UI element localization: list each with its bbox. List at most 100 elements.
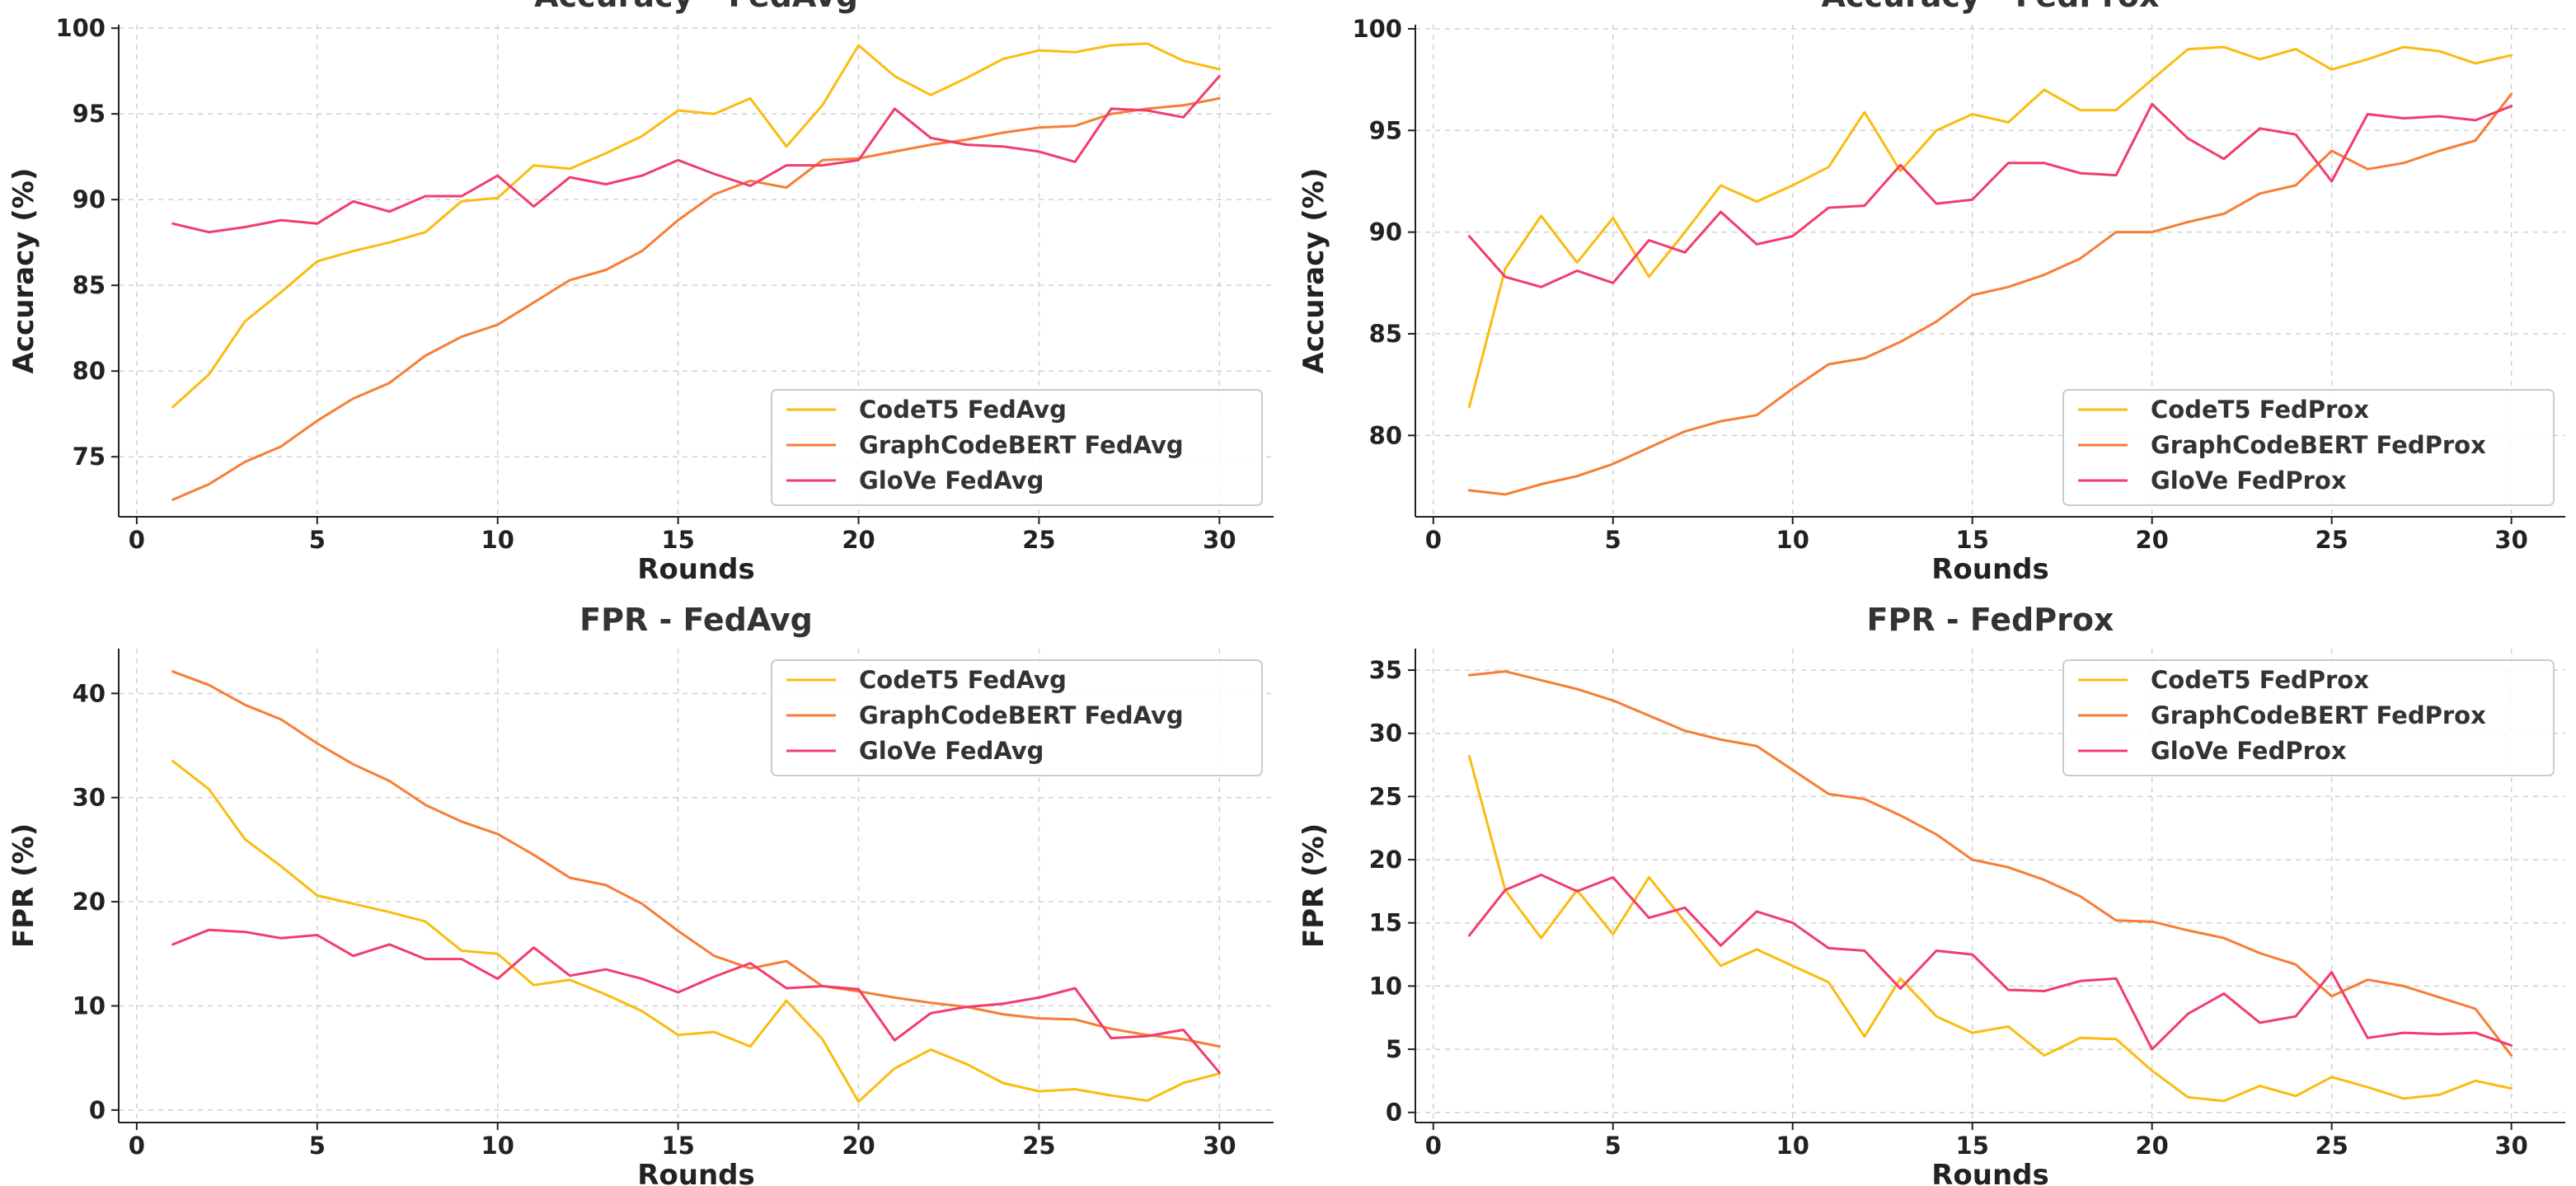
legend-label: GraphCodeBERT FedAvg — [859, 431, 1184, 459]
legend-label: GraphCodeBERT FedProx — [2151, 431, 2486, 459]
x-tick-label: 0 — [129, 526, 145, 554]
legend: CodeT5 FedProx GraphCodeBERT FedProx GloVe… — [2062, 389, 2555, 506]
x-tick-label: 20 — [842, 1132, 875, 1160]
x-tick-label: 25 — [2315, 526, 2348, 554]
y-tick-label: 20 — [1369, 846, 1402, 874]
x-tick-label: 5 — [309, 526, 326, 554]
y-tick-label: 80 — [73, 357, 106, 385]
x-tick-label: 5 — [1605, 1132, 1621, 1160]
chart-2: Accuracy - FedProx 0 5 10 15 20 25 30 80 85 90 95 10… — [1297, 0, 2565, 586]
x-tick-label: 25 — [2315, 1132, 2348, 1160]
x-tick-label: 30 — [2494, 1132, 2527, 1160]
chart-title: Accuracy - FedAvg — [534, 0, 858, 14]
x-tick-label: 30 — [1203, 526, 1236, 554]
x-tick-label: 15 — [661, 526, 694, 554]
y-tick-label: 75 — [73, 443, 106, 471]
grid — [119, 649, 1274, 1123]
y-tick-label: 0 — [1386, 1099, 1402, 1127]
x-tick-label: 15 — [1956, 526, 1989, 554]
x-tick-label: 10 — [481, 526, 514, 554]
legend-label: GraphCodeBERT FedAvg — [859, 701, 1184, 729]
x-tick-label: 20 — [2135, 526, 2168, 554]
y-tick-label: 10 — [73, 991, 106, 1020]
y-axis-label: FPR (%) — [1297, 823, 1330, 948]
y-tick-label: 0 — [89, 1096, 106, 1124]
y-axis-label: FPR (%) — [7, 823, 40, 948]
legend-label: GloVe FedProx — [2151, 737, 2347, 765]
y-axis-label: Accuracy (%) — [1297, 168, 1330, 374]
x-tick-label: 10 — [1776, 526, 1809, 554]
legend: CodeT5 FedProx GraphCodeBERT FedProx GloVe… — [2062, 659, 2555, 776]
x-tick-label: 30 — [1203, 1132, 1236, 1160]
x-axis-label: Rounds — [637, 553, 755, 586]
series-line-1 — [171, 42, 1221, 409]
series-line-3 — [1467, 102, 2513, 288]
series-line-2 — [1467, 670, 2513, 1057]
chart-1: Accuracy - FedAvg 0 5 10 15 20 25 30 75 80 85 90 95 1… — [7, 0, 1274, 586]
series-line-1 — [171, 760, 1221, 1104]
series-line-3 — [171, 928, 1221, 1074]
series-line-1 — [1467, 45, 2513, 409]
x-tick-label: 20 — [842, 526, 875, 554]
x-tick-label: 20 — [2135, 1132, 2168, 1160]
y-tick-label: 25 — [1369, 782, 1402, 810]
x-axis-label: Rounds — [637, 1159, 755, 1186]
series-line-3 — [171, 74, 1221, 234]
x-axis-label: Rounds — [1931, 1159, 2049, 1186]
y-tick-label: 85 — [73, 271, 106, 299]
x-tick-label: 15 — [1956, 1132, 1989, 1160]
y-tick-label: 30 — [73, 784, 106, 812]
x-tick-label: 5 — [309, 1132, 326, 1160]
legend-box — [2062, 389, 2555, 506]
y-tick-label: 95 — [73, 100, 106, 128]
x-tick-label: 0 — [129, 1132, 145, 1160]
legend: CodeT5 FedAvg GraphCodeBERT FedAvg GloVe F… — [771, 389, 1263, 506]
y-tick-label: 35 — [1369, 656, 1402, 684]
y-tick-label: 30 — [1369, 720, 1402, 748]
y-tick-label: 85 — [1369, 320, 1402, 348]
chart-title: Accuracy - FedProx — [1821, 0, 2159, 14]
series-line-2 — [171, 96, 1221, 501]
series-line-2 — [1467, 92, 2513, 496]
x-tick-label: 25 — [1022, 526, 1055, 554]
legend-box — [2062, 659, 2555, 776]
x-tick-label: 0 — [1425, 526, 1442, 554]
y-tick-label: 90 — [1369, 218, 1402, 246]
legend-label: GloVe FedAvg — [859, 737, 1044, 765]
y-tick-label: 15 — [1369, 909, 1402, 937]
chart-title: FPR - FedProx — [1867, 602, 2114, 638]
y-tick-label: 95 — [1369, 116, 1402, 144]
y-tick-label: 20 — [73, 888, 106, 916]
series-line-3 — [1467, 874, 2513, 1051]
grid — [1415, 649, 2565, 1123]
legend-label: GloVe FedAvg — [859, 466, 1044, 495]
legend: CodeT5 FedAvg GraphCodeBERT FedAvg GloVe F… — [771, 659, 1263, 776]
legend-box — [771, 659, 1263, 776]
y-axis-label: Accuracy (%) — [7, 168, 40, 374]
legend-box — [771, 389, 1263, 506]
chart-4: FPR - FedProx 0 5 10 15 20 25 30 0 5 10 15 20 25 30 35 R… — [1297, 602, 2565, 1186]
x-tick-label: 25 — [1022, 1132, 1055, 1160]
series-line-1 — [1467, 754, 2513, 1103]
x-axis-label: Rounds — [1931, 553, 2049, 586]
chart-3: FPR - FedAvg 0 5 10 15 20 25 30 0 10 20 30 40 Rounds F… — [7, 602, 1274, 1186]
x-tick-label: 10 — [481, 1132, 514, 1160]
y-tick-label: 100 — [55, 14, 106, 42]
legend-label: CodeT5 FedAvg — [859, 666, 1067, 694]
series-line-2 — [171, 670, 1221, 1048]
x-tick-label: 15 — [661, 1132, 694, 1160]
x-tick-label: 5 — [1605, 526, 1621, 554]
y-tick-label: 10 — [1369, 972, 1402, 1000]
x-tick-label: 30 — [2494, 526, 2527, 554]
chart-title: FPR - FedAvg — [579, 602, 813, 638]
x-tick-label: 0 — [1425, 1132, 1442, 1160]
y-tick-label: 100 — [1352, 15, 1402, 43]
legend-label: GraphCodeBERT FedProx — [2151, 701, 2486, 729]
legend-label: CodeT5 FedProx — [2151, 396, 2369, 424]
y-tick-label: 90 — [73, 185, 106, 213]
y-tick-label: 80 — [1369, 421, 1402, 449]
legend-label: GloVe FedProx — [2151, 466, 2347, 495]
y-tick-label: 5 — [1386, 1035, 1402, 1063]
legend-label: CodeT5 FedProx — [2151, 666, 2369, 694]
